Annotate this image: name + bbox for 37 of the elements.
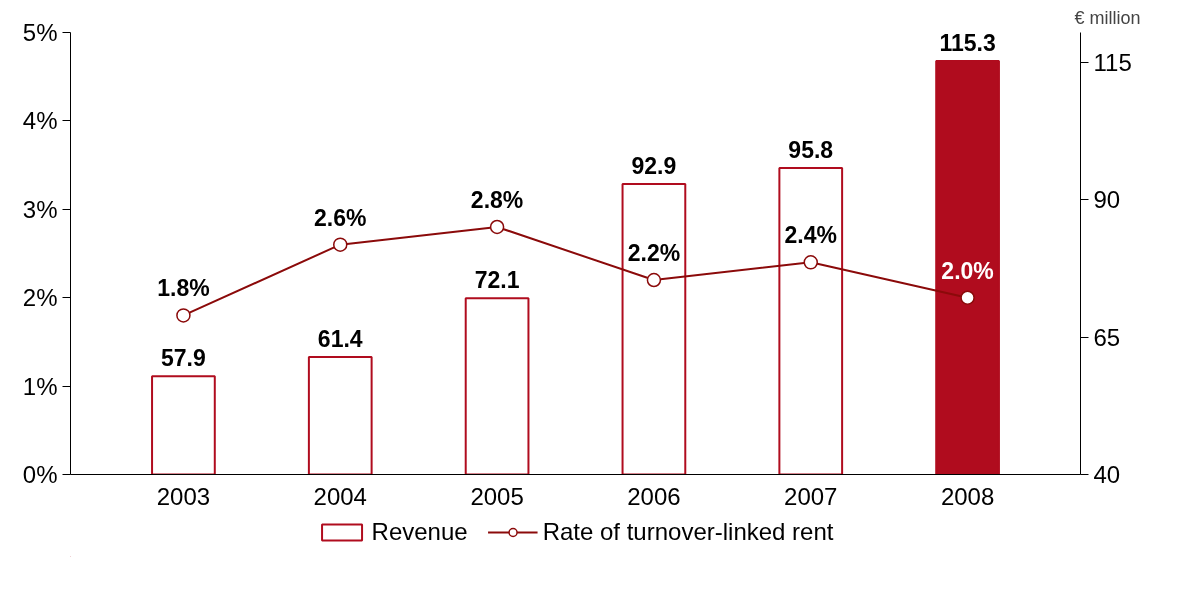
y2-tick-label: 40 xyxy=(1093,461,1121,488)
y-tick-label: 3% xyxy=(22,195,58,223)
data-label: 72.1 xyxy=(474,267,520,294)
x-tick-label: 2005 xyxy=(470,482,524,510)
y2-tick-label: 65 xyxy=(1093,323,1121,351)
legend-label: Rate of turnover-linked rent xyxy=(542,518,834,546)
data-label: 95.8 xyxy=(788,137,834,164)
y2-tick-label: 90 xyxy=(1093,186,1121,214)
x-tick-label: 2007 xyxy=(784,482,838,510)
x-tick-label: 2003 xyxy=(156,482,211,510)
x-tick-label: 2008 xyxy=(940,482,995,510)
data-label: 2.6% xyxy=(314,204,367,231)
y-tick-label: 4% xyxy=(22,107,58,135)
x-tick-label: 2004 xyxy=(313,482,367,510)
y-tick-label: 0% xyxy=(22,461,58,488)
data-label: 1.8% xyxy=(157,275,210,302)
data-label: 57.9 xyxy=(161,345,206,372)
y-tick-label: 2% xyxy=(22,284,58,312)
data-label: 92.9 xyxy=(631,153,677,180)
point xyxy=(333,237,348,252)
data-label: 2.8% xyxy=(470,186,524,213)
y2-axis-title: € million xyxy=(1074,7,1141,28)
y-tick-label: 1% xyxy=(22,372,58,400)
y-tick-label: 5% xyxy=(22,19,58,46)
data-label: 2.0% xyxy=(941,257,994,284)
data-label: 115.3 xyxy=(939,30,996,57)
point xyxy=(176,308,191,323)
legend-label: Revenue xyxy=(371,518,468,546)
data-label: 2.4% xyxy=(784,222,837,249)
point xyxy=(646,272,662,288)
point xyxy=(803,255,818,270)
point xyxy=(489,219,505,235)
x-tick-label: 2006 xyxy=(627,482,681,510)
point xyxy=(960,290,975,305)
data-label: 2.2% xyxy=(627,240,681,267)
data-label: 61.4 xyxy=(317,326,363,352)
y2-tick-label: 115 xyxy=(1093,49,1132,77)
